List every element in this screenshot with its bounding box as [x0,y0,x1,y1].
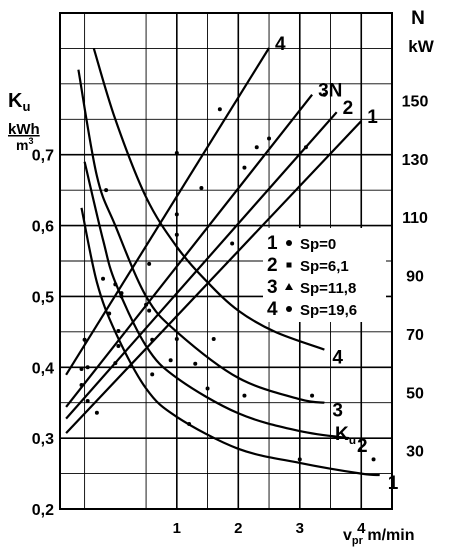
data-point [85,365,90,370]
data-point [193,361,198,366]
data-point [174,151,179,156]
legend-box [263,228,386,322]
power-line-label-2: 2 [343,98,354,119]
right-tick-label: 50 [406,385,424,402]
legend-number: 2 [267,255,278,276]
ku-curve-label-4: 4 [332,348,343,369]
ku-curve-1 [80,207,380,477]
data-point [174,212,179,217]
legend-label: Sp=11,8 [300,280,356,297]
legend-marker-circle [286,306,292,312]
left-tick-label: 0,4 [32,360,54,377]
ku-curve-label-2: 2 [357,436,368,457]
x-tick-label: 3 [296,520,304,537]
data-point [254,145,259,150]
power-line-label-3: 3N [318,81,342,102]
left-axis-unit-num: kWh [8,121,40,138]
data-point [113,282,118,287]
left-tick-label: 0,2 [32,502,54,519]
data-point [116,344,121,349]
data-point [217,107,222,112]
points [79,92,376,462]
data-point [79,366,84,371]
ku-curve-label: Ku [335,424,356,447]
x-tick-label: 2 [234,520,242,537]
left-axis-symbol: Ku [8,90,30,114]
left-tick-label: 0,7 [32,148,54,165]
data-point [101,276,106,281]
data-point [174,336,179,341]
right-tick-label: 70 [406,327,424,344]
right-tick-label: 150 [402,94,429,111]
data-point [150,337,155,342]
data-point [199,186,204,191]
legend-marker-square [286,262,292,268]
data-point [119,291,124,296]
data-point [104,188,109,193]
data-point [322,92,327,97]
data-point [371,457,376,462]
ku-curve-4 [92,48,325,351]
x-tick-label: 1 [173,520,181,537]
power-line-3 [65,94,313,408]
ku-curve-2 [83,161,350,440]
data-point [116,329,121,334]
data-point [230,241,235,246]
labels: 1 2 3 40,20,30,40,50,60,730507090110130150K… [8,8,435,547]
legend: 1 Sp=0 2 Sp=6,1 3 Sp=11,8 4 Sp=19,6 [263,228,386,322]
data-point [205,386,210,391]
left-tick-label: 0,6 [32,219,54,236]
data-point [107,311,112,316]
data-point [147,308,152,313]
data-point [242,165,247,170]
right-tick-label: 130 [402,152,429,169]
legend-number: 4 [267,299,278,320]
legend-label: Sp=19,6 [300,302,357,319]
x-axis-label: vpr m/min [343,527,414,547]
power-line-2 [65,111,338,420]
data-point [79,383,84,387]
data-point [297,457,302,462]
right-tick-label: 110 [402,210,428,227]
x-tick-label: 4 [357,520,366,537]
data-point [94,410,99,415]
data-point [119,294,124,299]
data-point [310,393,315,398]
data-point [150,372,155,377]
legend-label: Sp=0 [300,236,336,253]
right-axis-symbol: N [411,8,425,29]
ku-curve-3 [77,69,325,404]
power-line-4 [65,47,270,376]
data-point [174,232,179,237]
legend-number: 1 [267,233,278,254]
legend-marker-circle [286,240,292,246]
right-tick-label: 30 [406,444,424,461]
left-axis-unit-den: m3 [16,136,33,153]
data-point [144,302,149,307]
data-point [303,145,308,150]
power-line-1 [65,120,363,434]
right-axis-unit: kW [408,37,434,56]
left-tick-label: 0,5 [32,289,54,306]
data-point [211,336,216,341]
curves [65,47,380,477]
ku-curve-label-3: 3 [332,401,343,422]
data-point [267,136,272,141]
legend-marker-triangle [285,283,293,290]
data-point [187,421,192,426]
data-point [85,399,90,404]
power-line-label-4: 4 [275,34,286,55]
data-point [113,361,118,366]
legend-number: 3 [267,277,278,298]
legend-label: Sp=6,1 [300,258,349,275]
data-point [82,337,87,342]
left-tick-label: 0,3 [32,431,54,448]
data-point [242,393,247,398]
data-point [168,358,173,363]
ku-curve-label-1: 1 [388,473,399,494]
data-point [147,261,152,266]
right-tick-label: 90 [406,269,424,286]
power-line-label-1: 1 [367,107,378,128]
